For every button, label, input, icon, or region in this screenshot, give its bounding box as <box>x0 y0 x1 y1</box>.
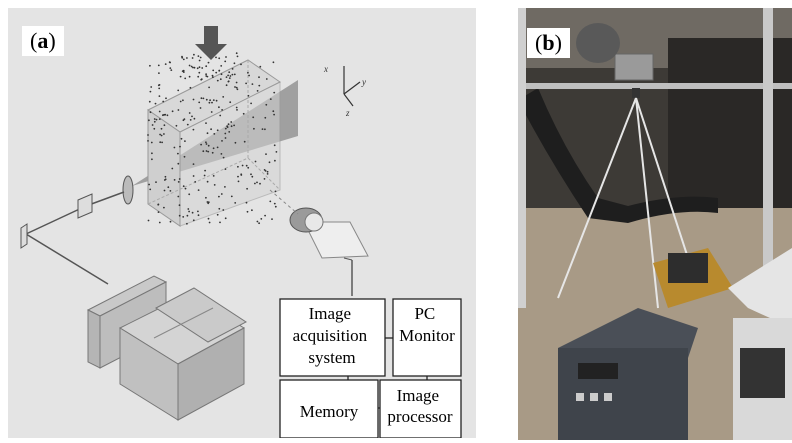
mirror <box>20 223 28 249</box>
image-processor-label: Image processor <box>387 386 452 426</box>
pc-monitor-label: PC Monitor <box>399 304 455 345</box>
panel-b-photo: (b) <box>518 8 792 440</box>
piv-schematic-diagram: x y z <box>20 26 462 438</box>
optics-block <box>77 193 93 219</box>
tracer-particles <box>147 52 278 225</box>
image-acquisition-label: Image acquisition system <box>293 304 372 367</box>
coordinate-axes-icon <box>343 66 361 107</box>
image-processor-box <box>379 379 462 438</box>
panel-a-label: (a) <box>22 26 64 57</box>
flow-volume-cube <box>147 59 281 227</box>
axis-y-label: y <box>361 77 366 87</box>
panel-b-label: (b) <box>527 28 570 59</box>
camera-icon <box>289 207 369 259</box>
panel-a-schematic: x y z <box>8 8 476 438</box>
flow-arrow-icon <box>195 26 227 60</box>
memory-label: Memory <box>300 402 359 421</box>
cylindrical-lens <box>122 175 134 205</box>
memory-box <box>279 379 379 438</box>
axis-x-label: x <box>323 64 328 74</box>
laser-units <box>86 275 247 421</box>
image-acquisition-box <box>279 298 386 377</box>
axis-z-label: z <box>345 108 350 118</box>
setup-photograph <box>518 8 792 440</box>
